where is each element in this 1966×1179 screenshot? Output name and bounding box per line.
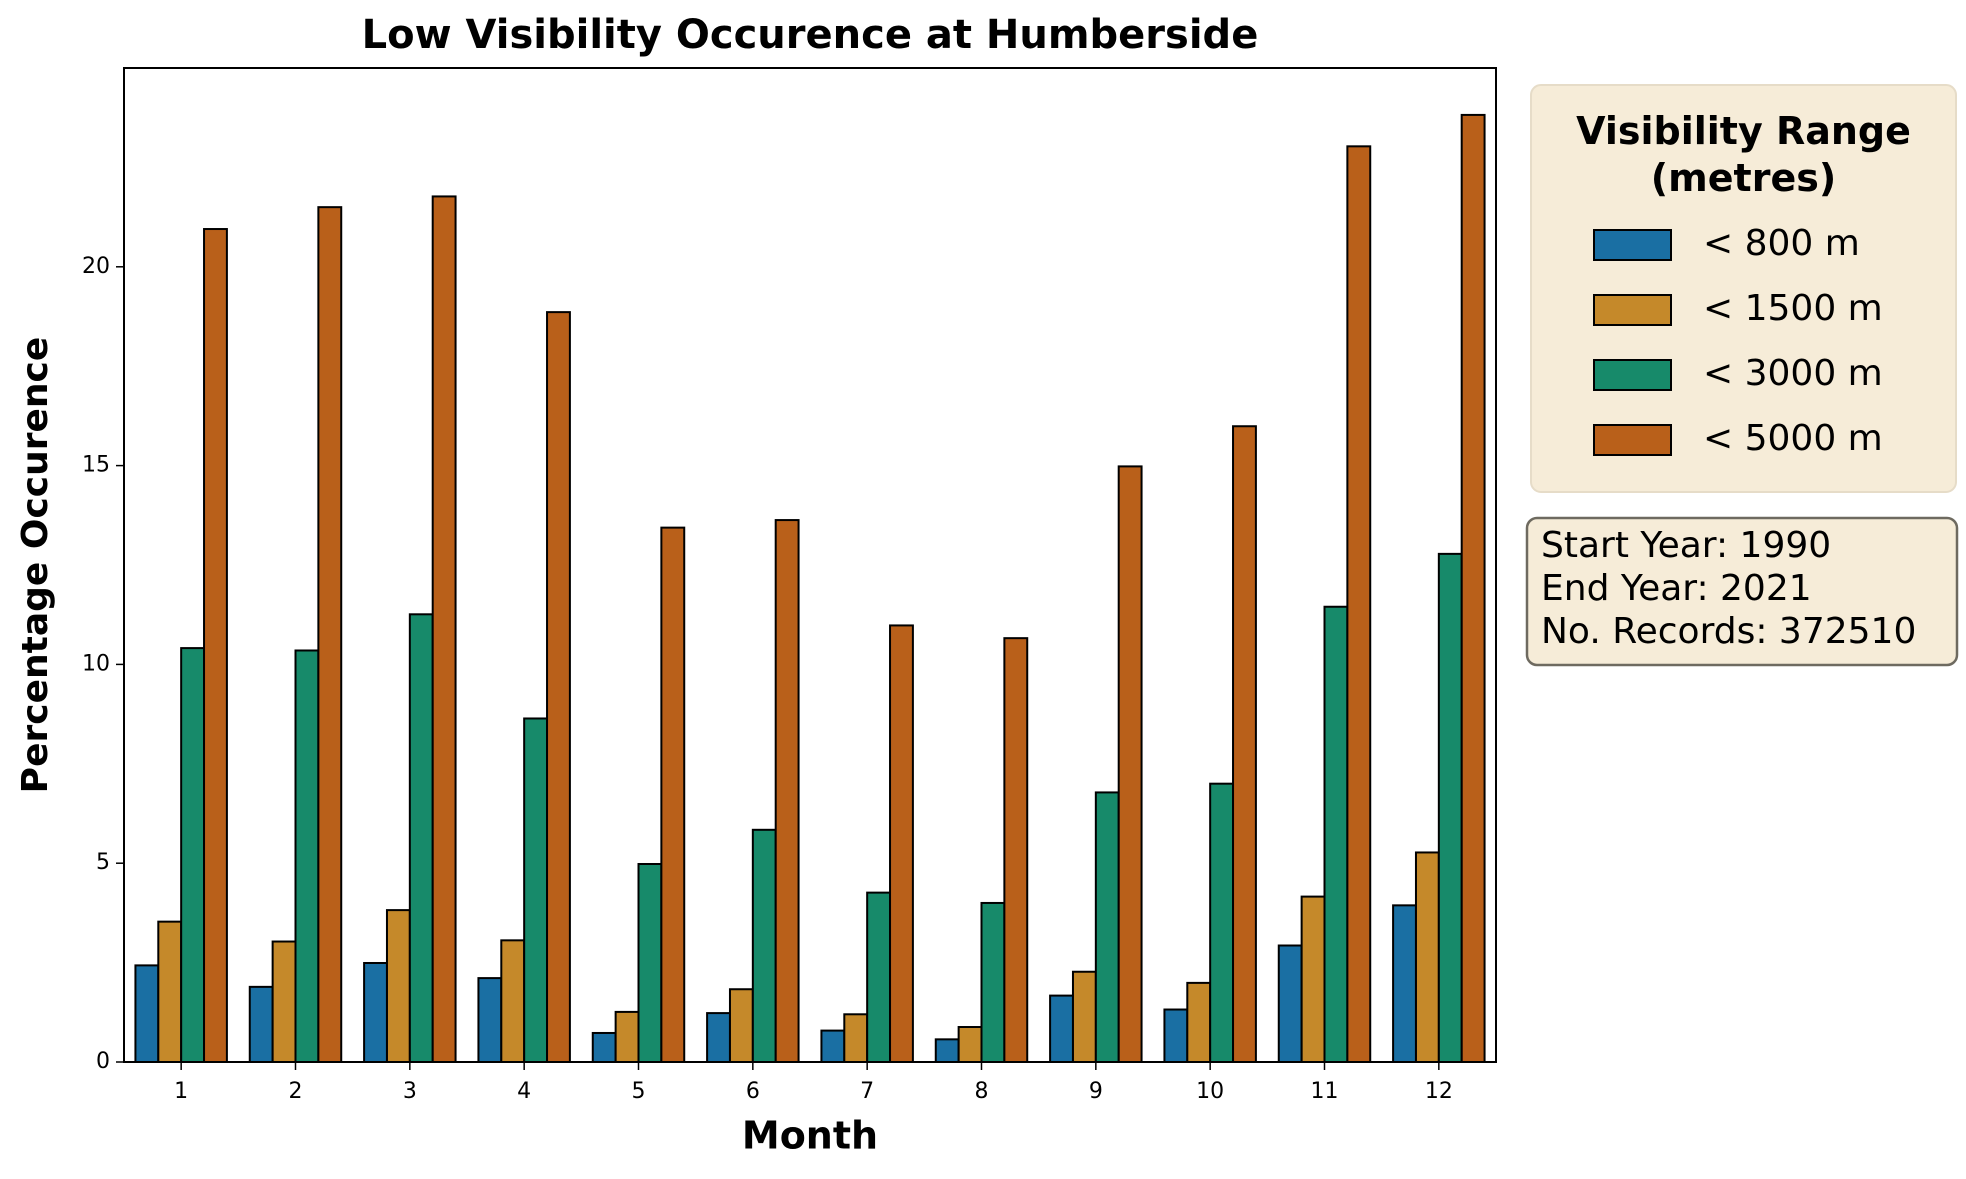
legend-label: < 3000 m xyxy=(1703,353,1883,394)
chart-title: Low Visibility Occurence at Humberside xyxy=(362,12,1259,58)
bar xyxy=(614,1010,640,1064)
x-tick-label: 1 xyxy=(174,1079,188,1104)
bar xyxy=(157,920,183,1064)
bar xyxy=(637,862,663,1063)
annotation-box xyxy=(1525,516,1959,667)
legend-title: Visibility Range (metres) xyxy=(1576,109,1911,200)
x-tick-label: 11 xyxy=(1311,1079,1339,1104)
x-tick-label: 4 xyxy=(517,1079,531,1104)
legend-label: < 1500 m xyxy=(1703,288,1883,329)
bar xyxy=(1094,791,1120,1063)
bar xyxy=(751,828,777,1063)
legend-label: < 5000 m xyxy=(1703,418,1883,459)
x-tick-label: 2 xyxy=(289,1079,303,1104)
x-tick-label: 8 xyxy=(975,1079,989,1104)
bar xyxy=(1232,425,1257,1063)
y-tick-label: 20 xyxy=(82,254,110,279)
annotation: End Year: 2021 xyxy=(1541,568,1812,609)
annotation: Start Year: 1990 xyxy=(1541,525,1831,566)
legend-swatch xyxy=(1593,424,1672,456)
bar xyxy=(889,624,914,1063)
bar xyxy=(591,1031,617,1064)
x-tick-label: 7 xyxy=(860,1079,874,1104)
bar xyxy=(934,1038,960,1063)
bar xyxy=(706,1012,731,1064)
bar xyxy=(180,647,206,1063)
bar xyxy=(1186,981,1212,1064)
x-tick-label: 3 xyxy=(403,1079,417,1104)
bar xyxy=(385,909,411,1064)
bar xyxy=(1460,113,1486,1063)
bar xyxy=(294,649,320,1063)
bar xyxy=(248,985,274,1063)
bar xyxy=(866,891,892,1063)
bar xyxy=(1277,944,1303,1063)
x-tick-label: 6 xyxy=(746,1079,760,1104)
bar xyxy=(1003,637,1029,1063)
bar xyxy=(1323,605,1349,1063)
y-axis-label: Percentage Occurence xyxy=(15,337,56,794)
bar xyxy=(431,195,457,1063)
bar xyxy=(1414,851,1440,1063)
bar xyxy=(820,1029,846,1063)
bar xyxy=(1437,552,1463,1063)
y-tick-label: 0 xyxy=(96,1049,110,1074)
bar xyxy=(843,1013,869,1064)
y-tick-label: 10 xyxy=(82,651,110,676)
bar xyxy=(317,206,343,1064)
bar xyxy=(1346,145,1372,1063)
legend-swatch xyxy=(1593,294,1672,326)
bar xyxy=(1117,465,1143,1063)
bar xyxy=(523,717,549,1063)
x-tick-label: 9 xyxy=(1089,1079,1103,1104)
bar xyxy=(1071,970,1097,1064)
annotation: No. Records: 372510 xyxy=(1541,611,1916,652)
y-tick-label: 15 xyxy=(82,453,110,478)
bar xyxy=(546,311,571,1063)
bar xyxy=(1392,904,1417,1063)
bar xyxy=(500,939,526,1064)
x-axis-label: Month xyxy=(742,1114,878,1158)
bar xyxy=(271,940,297,1064)
x-tick-label: 12 xyxy=(1425,1079,1453,1104)
bar xyxy=(957,1026,983,1064)
bar xyxy=(660,526,686,1063)
bar xyxy=(1163,1008,1189,1063)
bar xyxy=(477,977,503,1063)
bar xyxy=(980,901,1006,1064)
legend-swatch xyxy=(1593,359,1672,391)
x-tick-label: 10 xyxy=(1196,1079,1224,1104)
bar xyxy=(363,961,388,1064)
bar xyxy=(1209,782,1235,1063)
legend-swatch xyxy=(1593,229,1672,261)
bar xyxy=(1049,994,1074,1064)
plot-frame xyxy=(123,67,1497,1063)
legend-label: < 800 m xyxy=(1703,223,1860,264)
bar xyxy=(728,988,754,1063)
bar xyxy=(1300,895,1326,1063)
bar xyxy=(134,964,160,1063)
bar xyxy=(203,228,228,1063)
bar xyxy=(408,613,434,1064)
bar xyxy=(774,519,800,1063)
x-tick-label: 5 xyxy=(632,1079,646,1104)
y-tick-label: 5 xyxy=(96,850,110,875)
